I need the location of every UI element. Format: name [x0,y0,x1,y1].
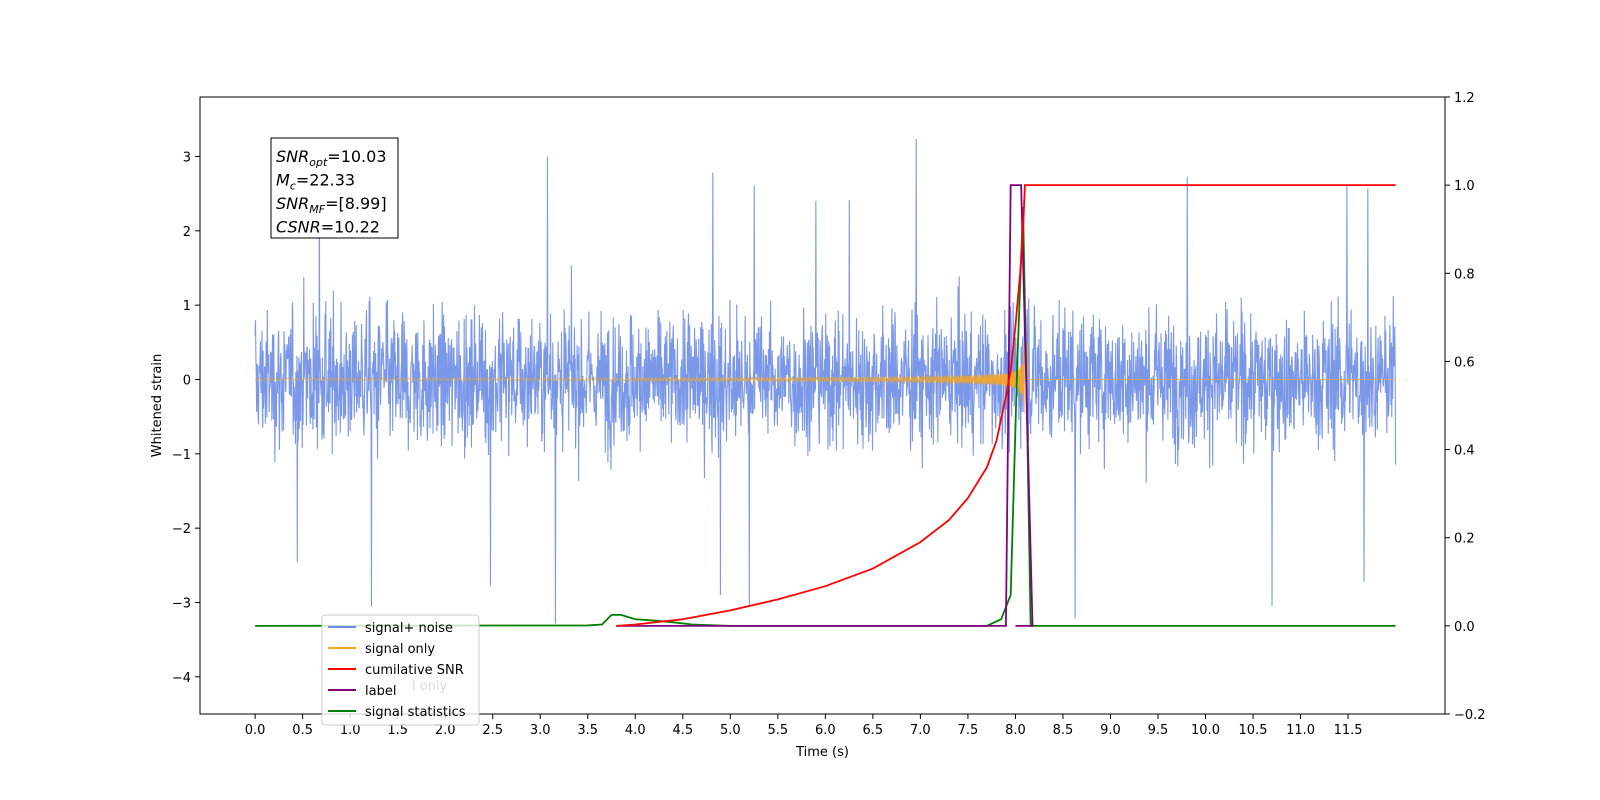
x-tick-label: 3.5 [577,723,598,738]
legend-entry-label: label [365,684,396,699]
x-tick-label: 7.5 [958,723,979,738]
y-right-axis: 1.2 1.0 0.8 0.6 0.4 0.2 0.0 −0.2 [1445,91,1486,723]
x-tick-label: 4.5 [672,723,693,738]
x-tick-label: 11.0 [1286,723,1315,738]
y-left-tick-label: −4 [172,671,191,686]
x-tick-label: 8.0 [1005,723,1026,738]
stats-line-value: =10.22 [321,218,380,237]
legend-entry-label: signal+ noise [365,621,453,636]
series-cumulative-snr [616,184,1396,627]
stats-line-base: SNR [276,147,309,166]
stats-line-value: =10.03 [327,147,386,166]
stats-line: SNRopt=10.03 [276,147,387,169]
x-tick-label: 10.5 [1239,723,1268,738]
plot-area [254,138,1397,627]
x-tick-label: 9.0 [1100,723,1121,738]
x-tick-label: 4.0 [625,723,646,738]
x-tick-label: 0.5 [292,723,313,738]
stats-line: CSNR=10.22 [276,218,380,237]
legend-entry-label: signal statistics [365,705,466,720]
x-tick-label: 6.5 [863,723,884,738]
y-right-tick-label: 0.4 [1454,444,1475,459]
legend-entry-label: cumilative SNR [365,663,464,678]
x-tick-label: 11.5 [1334,723,1363,738]
stats-line: SNRMF=[8.99] [276,194,387,216]
x-tick-label: 5.0 [720,723,741,738]
x-tick-label: 1.0 [340,723,361,738]
y-left-tick-label: 2 [183,225,191,240]
y-left-tick-label: −2 [172,522,191,537]
x-axis-label: Time (s) [795,745,849,760]
y-left-tick-label: 3 [183,150,191,165]
x-tick-label: 2.0 [435,723,456,738]
series-signal-only-merger [634,342,1027,414]
stats-box-frame [270,137,399,239]
series-label [616,184,1034,627]
legend-ghost-text: l only [412,679,448,694]
y-left-tick-label: −3 [172,596,191,611]
axes-frame [199,96,1446,715]
x-tick-label: 8.5 [1053,723,1074,738]
y-right-tick-label: 0.0 [1454,620,1475,635]
y-right-tick-label: 0.2 [1454,532,1475,547]
x-tick-label: 7.0 [910,723,931,738]
stats-line: Mc=22.33 [276,171,355,193]
x-axis: 0.0 0.5 1.0 1.5 2.0 2.5 3.0 3.5 4.0 4.5 5.0 5.5 6.0 6… [245,714,1363,738]
stats-line-value: =[8.99] [325,194,387,213]
y-right-tick-label: −0.2 [1454,708,1486,723]
legend: l only signal+ noise signal only cumilative… [321,614,480,726]
y-left-tick-label: 1 [183,299,191,314]
y-left-axis: 3 2 1 0 −1 −2 −3 −4 [172,150,200,686]
series-signal-noise [254,138,1397,624]
legend-entry-label: signal only [365,642,435,657]
stats-line-base: M [276,171,290,190]
axes-border [199,96,1446,715]
x-tick-label: 6.0 [815,723,836,738]
y-right-tick-label: 1.2 [1454,91,1475,106]
x-tick-label: 9.5 [1148,723,1169,738]
stats-line-subscript: MF [309,203,325,216]
series-group [254,138,1397,627]
stats-line-base: SNR [276,194,309,213]
y-right-tick-label: 0.6 [1454,355,1475,370]
y-left-tick-label: 0 [183,373,191,388]
x-tick-label: 5.5 [767,723,788,738]
stats-line-base: CSNR [276,218,321,237]
y-left-tick-label: −1 [172,448,191,463]
legend-frame [321,614,480,726]
x-tick-label: 2.5 [482,723,503,738]
x-tick-label: 0.0 [245,723,266,738]
y-axis-label: Whitened strain [150,354,165,457]
y-right-tick-label: 0.8 [1454,267,1475,282]
x-tick-label: 10.0 [1191,723,1220,738]
x-tick-label: 1.5 [387,723,408,738]
stats-line-subscript: opt [309,156,328,169]
stats-line-value: =22.33 [296,171,355,190]
stats-annotation-box: SNRopt=10.03Mc=22.33SNRMF=[8.99]CSNR=10.… [270,137,399,239]
x-tick-label: 3.0 [530,723,551,738]
y-right-tick-label: 1.0 [1454,179,1475,194]
stats-line-subscript: c [290,180,296,193]
